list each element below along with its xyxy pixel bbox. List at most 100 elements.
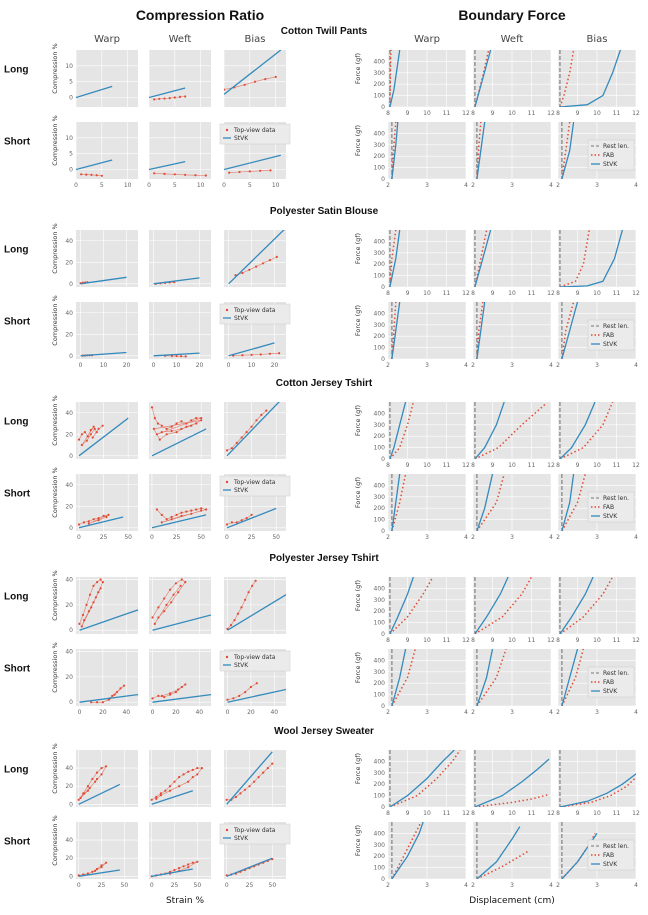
compression-panel-short-warp: 0 25 50 0 20 40: [65, 474, 138, 541]
stvk-curve: [559, 230, 624, 287]
s4-cmp-long-weft-plot-area: [150, 767, 203, 805]
s2-frc-long-weft-x-tick-label: 11: [528, 462, 536, 469]
row-label-short: Short: [4, 317, 31, 328]
s1-frc-long-warp-y-tick-label: 400: [374, 238, 386, 245]
stvk-line: [228, 230, 285, 285]
x-label-strain: Strain %: [166, 896, 205, 906]
column-header-force-weft: Weft: [501, 34, 524, 45]
fab-curve: [559, 577, 614, 634]
data-point: [153, 98, 156, 101]
s0-frc-short-warp-y-tick-label: 100: [374, 165, 386, 172]
s0-cmp-short-weft-x-tick-label: 10: [197, 182, 205, 189]
legend-stvk-label: StVK: [603, 688, 618, 695]
s1-frc-long-weft-x-tick-label: 11: [528, 290, 536, 297]
column-header-bias: Bias: [245, 34, 266, 45]
s4-frc-long-weft-plot-area: [474, 750, 550, 807]
s0-frc-short-weft-plot-area: [476, 122, 486, 179]
section-2: Cotton Jersey Tshirt Long Short Compression…: [4, 378, 640, 541]
fab-curve: [474, 577, 533, 634]
data-trace: [227, 580, 256, 630]
s0-cmp-short-warp-y-tick-label: 10: [65, 135, 73, 142]
s4-frc-short-weft-x-tick-label: 2: [471, 882, 475, 889]
s3-cmp-short-bias-x-tick-label: 20: [247, 709, 255, 716]
s0-frc-long-weft-x-tick-label: 9: [491, 110, 495, 117]
y-label-force: Force (gf): [354, 233, 362, 264]
compression-panel-long-bias: [224, 230, 286, 287]
s3-frc-short-warp-y-tick-label: 400: [374, 657, 386, 664]
s2-frc-short-warp-y-tick-label: 100: [374, 517, 386, 524]
stvk-curve: [391, 122, 399, 179]
s1-frc-short-warp-y-tick-label: 300: [374, 322, 386, 329]
s3-frc-short-warp-y-tick-label: 300: [374, 669, 386, 676]
s1-frc-short-warp-y-tick-label: 400: [374, 310, 386, 317]
s3-frc-short-bias-x-tick-label: 2: [556, 709, 560, 716]
s3-frc-short-bias-plot-area: [561, 649, 585, 706]
s2-cmp-long-warp-y-tick-label: 40: [65, 410, 73, 417]
s3-cmp-short-weft-background: [149, 649, 211, 706]
section-title: Polyester Satin Blouse: [270, 206, 379, 217]
s2-cmp-long-weft-plot-area: [150, 406, 207, 457]
stvk-line: [153, 352, 200, 357]
fab-curve: [391, 302, 397, 359]
s3-frc-short-warp-y-tick-label: 100: [374, 692, 386, 699]
s0-frc-long-weft-x-tick-label: 12: [547, 110, 555, 117]
compression-panel-short-warp: 0 5 10 0 5 10: [65, 122, 138, 189]
s4-cmp-long-warp-y-tick-label: 40: [65, 765, 73, 772]
s0-frc-long-warp-y-tick-label: 400: [374, 58, 386, 65]
s4-frc-long-bias-x-tick-label: 12: [632, 810, 640, 817]
s3-frc-short-weft-x-tick-label: 4: [549, 709, 553, 716]
stvk-line: [224, 154, 281, 171]
s2-frc-long-bias-plot-area: [559, 402, 614, 459]
force-panel-long-weft: 8 9 10 11 12: [471, 402, 555, 469]
s1-frc-short-weft-x-tick-label: 3: [510, 362, 514, 369]
stvk-line: [152, 693, 211, 703]
s2-frc-long-warp-x-tick-label: 8: [386, 462, 390, 469]
compression-panel-short-weft: 0 25 50: [149, 474, 211, 541]
s4-frc-long-warp-y-tick-label: 400: [374, 758, 386, 765]
data-trace: [91, 685, 125, 703]
s3-cmp-short-bias-x-tick-label: 40: [270, 709, 278, 716]
s2-frc-short-bias-x-tick-label: 4: [634, 534, 638, 541]
s4-cmp-short-warp-x-tick-label: 0: [77, 882, 81, 889]
force-panel-short-weft: 2 3 4: [471, 122, 553, 189]
legend-fab-label: FAB: [603, 504, 614, 511]
s1-frc-long-warp-x-tick-label: 11: [443, 290, 451, 297]
s4-cmp-long-bias-background: [224, 750, 286, 807]
data-trace: [152, 684, 186, 699]
data-point: [228, 171, 231, 174]
s0-frc-long-weft-x-tick-label: 8: [471, 110, 475, 117]
legend-rest-label: Rest len.: [603, 843, 629, 850]
fab-curve: [391, 822, 422, 879]
s0-frc-long-warp-x-tick-label: 10: [423, 110, 431, 117]
y-label-force: Force (gf): [354, 652, 362, 683]
s4-frc-long-bias-x-tick-label: 9: [576, 810, 580, 817]
stvk-curve: [561, 122, 575, 179]
s1-frc-short-weft-x-tick-label: 2: [471, 362, 475, 369]
s1-cmp-short-weft-x-tick-label: 0: [152, 362, 156, 369]
fab-curve: [474, 230, 488, 287]
stvk-curve: [474, 758, 550, 807]
s0-frc-long-warp-x-tick-label: 11: [443, 110, 451, 117]
s3-cmp-short-bias-x-tick-label: 0: [226, 709, 230, 716]
section-4: Wool Jersey Sweater Long Short Compression …: [4, 726, 640, 889]
s0-frc-long-weft-x-tick-label: 11: [528, 110, 536, 117]
s1-cmp-short-warp-y-tick-label: 40: [65, 310, 73, 317]
section-1: Polyester Satin Blouse Long Short Compressi…: [4, 206, 640, 369]
data-trace: [78, 765, 107, 800]
s0-cmp-short-weft-plot-area: [149, 160, 207, 177]
s3-cmp-long-bias-plot-area: [226, 579, 286, 631]
stvk-line: [80, 276, 127, 285]
s0-frc-long-bias-x-tick-label: 11: [613, 110, 621, 117]
s1-frc-long-warp-x-tick-label: 9: [406, 290, 410, 297]
s3-frc-long-weft-x-tick-label: 12: [547, 637, 555, 644]
s3-cmp-long-warp-y-tick-label: 0: [69, 627, 73, 634]
s4-frc-long-weft-x-tick-label: 12: [547, 810, 555, 817]
s1-frc-long-warp-plot-area: [389, 230, 401, 287]
stvk-line: [226, 857, 273, 877]
legend-fab-label: FAB: [603, 152, 614, 159]
force-panel-short-warp: 2 3 4 0 100 200 300 400: [374, 122, 468, 189]
s1-cmp-short-warp-x-tick-label: 0: [79, 362, 83, 369]
fab-curve: [561, 302, 575, 359]
legend-fab-label: FAB: [603, 852, 614, 859]
data-trace: [233, 352, 280, 356]
